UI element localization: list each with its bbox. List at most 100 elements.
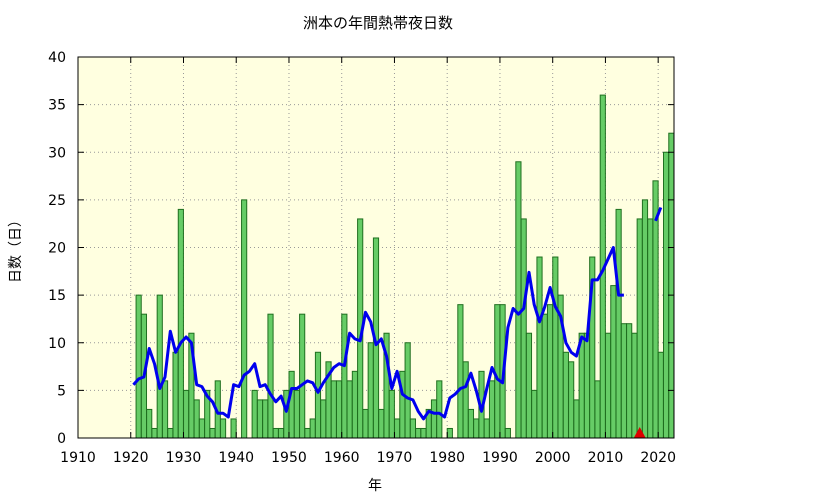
bar xyxy=(531,389,538,439)
bar xyxy=(631,332,638,439)
bar xyxy=(620,323,627,439)
bar xyxy=(663,151,670,439)
triangle-marker xyxy=(633,427,646,438)
chart-title: 洲本の年間熱帯夜日数 xyxy=(303,14,453,32)
bar xyxy=(346,380,353,439)
x-tick-label: 1990 xyxy=(482,450,518,466)
bar xyxy=(193,399,200,439)
bar xyxy=(288,370,295,439)
bar xyxy=(209,427,216,439)
bar xyxy=(525,332,533,439)
x-tick-label: 1920 xyxy=(113,450,149,466)
bar xyxy=(462,361,469,439)
bar xyxy=(483,418,490,439)
bar xyxy=(415,427,422,439)
y-axis-label: 日数（日） xyxy=(8,213,24,283)
bar xyxy=(156,294,163,439)
bar xyxy=(151,427,158,439)
bar xyxy=(272,427,279,439)
markers xyxy=(633,427,646,438)
y-tick-label: 40 xyxy=(48,50,66,66)
bar xyxy=(446,427,453,439)
bar xyxy=(552,256,559,439)
bar xyxy=(304,427,311,439)
bar xyxy=(341,313,348,439)
bar xyxy=(546,304,554,439)
moving-average-line xyxy=(132,246,624,421)
y-tick-label: 5 xyxy=(57,383,66,399)
x-tick-label: 2010 xyxy=(588,450,624,466)
bar xyxy=(404,342,411,439)
bar xyxy=(167,427,174,439)
bar xyxy=(457,304,464,439)
x-tick-label: 1910 xyxy=(60,450,96,466)
bar xyxy=(146,408,153,439)
bar xyxy=(251,389,258,439)
bar xyxy=(504,427,511,439)
bar xyxy=(657,351,664,439)
bar xyxy=(488,380,496,439)
bar xyxy=(277,427,285,439)
grid-lines xyxy=(78,57,674,438)
bar xyxy=(568,361,575,439)
bar xyxy=(604,332,612,439)
bar xyxy=(583,332,591,439)
bar xyxy=(668,132,675,439)
bar xyxy=(467,408,475,439)
bar xyxy=(541,313,548,439)
x-tick-label: 1960 xyxy=(324,450,360,466)
bar xyxy=(161,380,169,439)
bar xyxy=(293,389,300,439)
bar xyxy=(230,418,237,439)
bar xyxy=(267,313,274,439)
moving-average xyxy=(132,206,663,421)
bar xyxy=(314,351,322,439)
y-tick-label: 10 xyxy=(48,336,66,352)
axis-ticks: 1910 1920 1930 1940 1950 1960 1970 1980 1990 2000… xyxy=(48,50,676,466)
y-tick-label: 0 xyxy=(57,431,66,447)
bar xyxy=(351,370,358,439)
bar xyxy=(262,399,269,439)
bar xyxy=(183,389,190,439)
bar xyxy=(172,351,179,439)
bar xyxy=(198,418,206,439)
bar xyxy=(647,218,654,439)
bar xyxy=(636,218,643,439)
x-tick-label: 2020 xyxy=(640,450,676,466)
bar xyxy=(256,399,264,439)
bar xyxy=(409,418,417,439)
bar xyxy=(420,427,427,439)
bar xyxy=(615,208,622,439)
bar xyxy=(219,418,227,439)
bar xyxy=(330,380,337,439)
x-tick-label: 1970 xyxy=(377,450,413,466)
x-tick-label: 1950 xyxy=(271,450,307,466)
bar xyxy=(135,294,142,439)
bar xyxy=(594,380,601,439)
bar xyxy=(335,380,343,439)
bar xyxy=(626,323,633,439)
bar xyxy=(320,399,327,439)
y-tick-label: 25 xyxy=(48,193,66,209)
bar xyxy=(177,208,184,439)
y-tick-label: 35 xyxy=(48,98,66,114)
bar xyxy=(610,285,617,439)
bar xyxy=(309,418,316,439)
moving-average-line xyxy=(654,206,663,222)
bar xyxy=(536,256,543,439)
bar xyxy=(520,218,527,439)
bar xyxy=(494,304,501,439)
bar xyxy=(367,342,374,439)
bar xyxy=(641,199,649,439)
x-tick-label: 1940 xyxy=(218,450,254,466)
bar xyxy=(515,161,522,439)
bar xyxy=(573,399,580,439)
bar xyxy=(299,313,306,439)
x-tick-label: 1930 xyxy=(166,450,202,466)
bar xyxy=(388,389,395,439)
y-tick-label: 30 xyxy=(48,145,66,161)
bar xyxy=(562,351,569,439)
y-tick-label: 20 xyxy=(48,241,66,257)
